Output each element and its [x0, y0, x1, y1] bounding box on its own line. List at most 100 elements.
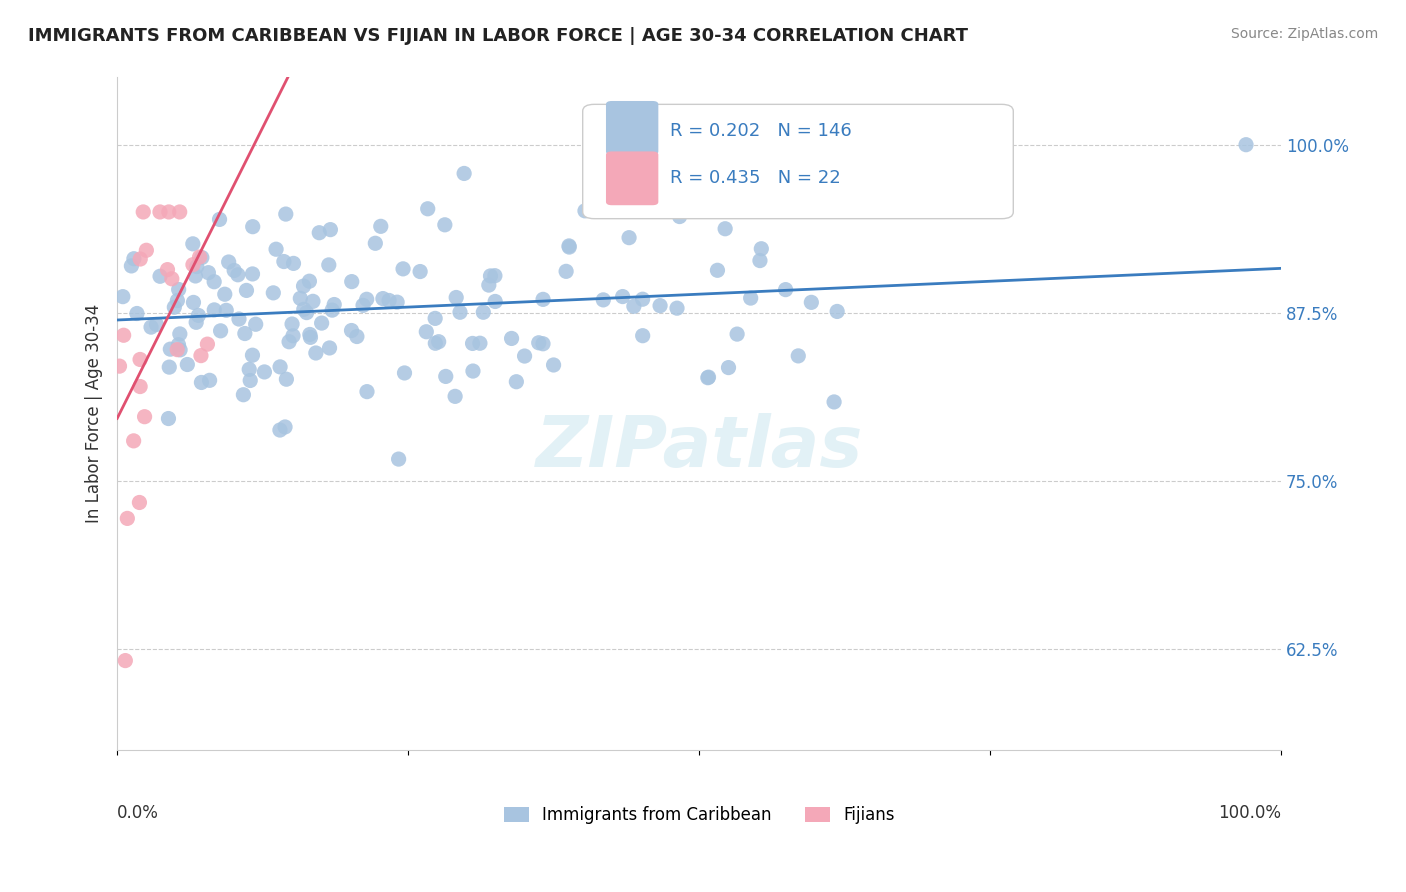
Immigrants from Caribbean — [346, 329, 368, 343]
Immigrants from Caribbean — [202, 302, 225, 317]
Fijians — [129, 379, 152, 393]
Immigrants from Caribbean — [696, 370, 718, 384]
FancyBboxPatch shape — [606, 152, 658, 205]
Fijians — [197, 337, 219, 351]
Immigrants from Caribbean — [444, 291, 467, 305]
Immigrants from Caribbean — [787, 349, 810, 363]
Immigrants from Caribbean — [479, 268, 502, 283]
Immigrants from Caribbean — [163, 300, 186, 314]
Immigrants from Caribbean — [186, 315, 208, 329]
Immigrants from Caribbean — [298, 327, 321, 342]
Immigrants from Caribbean — [311, 316, 333, 330]
Immigrants from Caribbean — [176, 358, 198, 372]
Immigrants from Caribbean — [370, 219, 392, 234]
Immigrants from Caribbean — [120, 259, 142, 273]
Immigrants from Caribbean — [444, 389, 467, 403]
Fijians — [135, 244, 157, 258]
Immigrants from Caribbean — [472, 305, 495, 319]
Immigrants from Caribbean — [775, 283, 797, 297]
Fijians — [181, 258, 204, 272]
Text: 100.0%: 100.0% — [1218, 804, 1281, 822]
Immigrants from Caribbean — [356, 293, 378, 307]
Immigrants from Caribbean — [299, 330, 322, 344]
Immigrants from Caribbean — [352, 298, 374, 312]
Immigrants from Caribbean — [631, 292, 654, 306]
Immigrants from Caribbean — [274, 420, 297, 434]
Immigrants from Caribbean — [242, 348, 264, 362]
Immigrants from Caribbean — [281, 317, 304, 331]
Immigrants from Caribbean — [253, 365, 276, 379]
Immigrants from Caribbean — [149, 269, 172, 284]
Immigrants from Caribbean — [558, 239, 581, 253]
Fijians — [129, 252, 152, 266]
Immigrants from Caribbean — [235, 284, 257, 298]
Immigrants from Caribbean — [484, 294, 506, 309]
Immigrants from Caribbean — [226, 268, 249, 282]
Immigrants from Caribbean — [666, 301, 689, 315]
Immigrants from Caribbean — [209, 324, 232, 338]
Fijians — [169, 205, 191, 219]
Immigrants from Caribbean — [125, 306, 148, 320]
Immigrants from Caribbean — [183, 295, 205, 310]
Immigrants from Caribbean — [484, 268, 506, 283]
FancyBboxPatch shape — [582, 104, 1014, 219]
Immigrants from Caribbean — [245, 318, 267, 332]
Immigrants from Caribbean — [749, 242, 772, 256]
Immigrants from Caribbean — [434, 369, 457, 384]
Immigrants from Caribbean — [416, 202, 439, 216]
Immigrants from Caribbean — [725, 327, 748, 342]
Text: ZIPatlas: ZIPatlas — [536, 413, 863, 482]
Immigrants from Caribbean — [233, 326, 256, 341]
Immigrants from Caribbean — [668, 210, 690, 224]
Immigrants from Caribbean — [184, 268, 207, 283]
Immigrants from Caribbean — [574, 203, 596, 218]
Immigrants from Caribbean — [278, 334, 301, 349]
Immigrants from Caribbean — [505, 375, 527, 389]
Immigrants from Caribbean — [239, 374, 262, 388]
Immigrants from Caribbean — [531, 336, 554, 351]
Immigrants from Caribbean — [501, 331, 523, 345]
Immigrants from Caribbean — [543, 358, 565, 372]
Fijians — [188, 250, 211, 264]
Immigrants from Caribbean — [582, 199, 605, 213]
Fijians — [156, 262, 179, 277]
Immigrants from Caribbean — [215, 303, 238, 318]
Immigrants from Caribbean — [823, 395, 845, 409]
Immigrants from Caribbean — [157, 411, 180, 425]
Immigrants from Caribbean — [169, 326, 191, 341]
Immigrants from Caribbean — [648, 299, 671, 313]
Immigrants from Caribbean — [423, 311, 446, 326]
Immigrants from Caribbean — [186, 260, 208, 274]
Immigrants from Caribbean — [612, 289, 634, 303]
Immigrants from Caribbean — [340, 324, 363, 338]
Immigrants from Caribbean — [617, 230, 640, 244]
Immigrants from Caribbean — [453, 166, 475, 180]
Text: R = 0.435   N = 22: R = 0.435 N = 22 — [671, 169, 841, 187]
Immigrants from Caribbean — [269, 359, 291, 374]
Immigrants from Caribbean — [166, 293, 188, 308]
Immigrants from Caribbean — [197, 266, 219, 280]
Immigrants from Caribbean — [356, 384, 378, 399]
Fijians — [160, 272, 183, 286]
Immigrants from Caribbean — [292, 279, 315, 293]
Immigrants from Caribbean — [697, 370, 720, 384]
Immigrants from Caribbean — [198, 373, 221, 387]
Immigrants from Caribbean — [631, 328, 654, 343]
Immigrants from Caribbean — [167, 283, 190, 297]
Immigrants from Caribbean — [1234, 137, 1257, 152]
Fijians — [132, 205, 155, 219]
Immigrants from Caribbean — [139, 320, 162, 334]
Fijians — [117, 511, 139, 525]
Immigrants from Caribbean — [740, 291, 762, 305]
Fijians — [128, 495, 150, 509]
Immigrants from Caribbean — [111, 290, 134, 304]
Immigrants from Caribbean — [748, 253, 770, 268]
Legend: Immigrants from Caribbean, Fijians: Immigrants from Caribbean, Fijians — [496, 799, 901, 830]
Fijians — [114, 654, 136, 668]
Immigrants from Caribbean — [276, 372, 298, 386]
Immigrants from Caribbean — [274, 207, 297, 221]
Immigrants from Caribbean — [468, 336, 491, 351]
Immigrants from Caribbean — [298, 274, 321, 288]
Immigrants from Caribbean — [713, 202, 735, 217]
Immigrants from Caribbean — [169, 343, 191, 357]
